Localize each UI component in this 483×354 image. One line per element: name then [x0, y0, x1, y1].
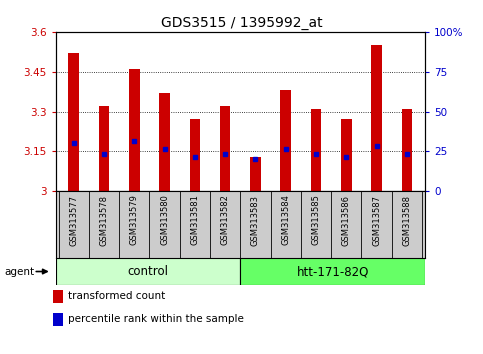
Text: GSM313585: GSM313585 [312, 195, 321, 245]
Bar [53, 313, 62, 326]
Text: GSM313588: GSM313588 [402, 195, 412, 246]
Bar [129, 69, 140, 191]
Text: GSM313581: GSM313581 [190, 195, 199, 245]
Text: percentile rank within the sample: percentile rank within the sample [68, 314, 244, 325]
Text: GSM313580: GSM313580 [160, 195, 169, 245]
Text: agent: agent [5, 267, 35, 277]
Text: GDS3515 / 1395992_at: GDS3515 / 1395992_at [161, 16, 322, 30]
Bar [159, 93, 170, 191]
Text: GSM313578: GSM313578 [99, 195, 109, 246]
Bar [69, 53, 79, 191]
Text: control: control [128, 265, 169, 278]
Bar [401, 109, 412, 191]
Bar [53, 290, 62, 303]
Text: GSM313587: GSM313587 [372, 195, 381, 246]
Bar [371, 45, 382, 191]
Bar [341, 120, 352, 191]
Bar [220, 106, 230, 191]
Bar [99, 106, 109, 191]
Text: GSM313586: GSM313586 [342, 195, 351, 246]
Text: GSM313579: GSM313579 [130, 195, 139, 245]
Text: GSM313582: GSM313582 [221, 195, 229, 245]
Text: transformed count: transformed count [68, 291, 165, 302]
Text: GSM313583: GSM313583 [251, 195, 260, 246]
Text: GSM313584: GSM313584 [281, 195, 290, 245]
Bar [189, 120, 200, 191]
Text: htt-171-82Q: htt-171-82Q [297, 265, 369, 278]
Bar [241, 258, 425, 285]
Bar [311, 109, 321, 191]
Text: GSM313577: GSM313577 [69, 195, 78, 246]
Bar [250, 157, 261, 191]
Bar [281, 90, 291, 191]
Bar [56, 258, 241, 285]
